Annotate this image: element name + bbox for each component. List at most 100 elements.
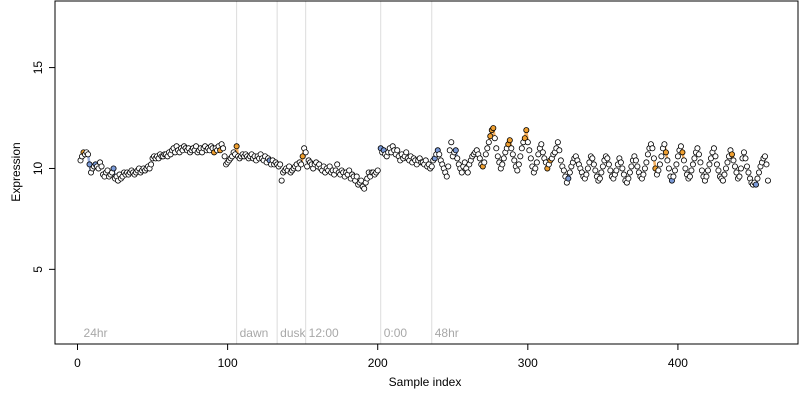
data-point	[484, 145, 491, 152]
data-point	[752, 181, 759, 188]
data-point	[722, 165, 729, 172]
y-tick-label: 5	[31, 266, 45, 273]
data-point	[703, 173, 710, 180]
data-point	[596, 175, 603, 182]
data-point	[704, 167, 711, 174]
data-point	[148, 161, 155, 168]
data-point	[361, 185, 368, 192]
x-tick-label: 200	[368, 356, 388, 370]
data-point	[518, 145, 525, 152]
data-point	[712, 153, 719, 160]
data-point	[740, 149, 747, 156]
x-tick-label: 300	[518, 356, 538, 370]
data-point	[724, 159, 731, 166]
data-point	[298, 161, 305, 168]
data-point	[334, 161, 341, 168]
y-tick-label: 15	[31, 61, 45, 75]
phase-marker-labels: dawn dusk 12:00 0:00 48hr 24hr	[84, 326, 459, 340]
data-point	[694, 145, 701, 152]
data-point	[598, 169, 605, 176]
data-point	[743, 163, 750, 170]
x-tick-label: 0	[74, 356, 81, 370]
phase-marker-label: 48hr	[435, 326, 459, 340]
data-point	[485, 139, 492, 146]
phase-marker-label: 12:00	[309, 326, 339, 340]
data-point	[640, 171, 647, 178]
data-point	[656, 161, 663, 168]
data-point	[719, 177, 726, 184]
data-point	[514, 167, 521, 174]
data-point	[346, 167, 353, 174]
data-point	[527, 155, 534, 162]
data-point	[745, 169, 752, 176]
data-point	[754, 175, 761, 182]
data-point	[710, 145, 717, 152]
data-point	[221, 153, 228, 160]
data-point	[730, 157, 737, 164]
data-point	[671, 167, 678, 174]
data-point	[737, 165, 744, 172]
data-point	[428, 163, 435, 170]
data-point	[634, 163, 641, 170]
data-point	[688, 167, 695, 174]
data-point	[554, 139, 561, 146]
data-point	[448, 139, 455, 146]
data-point	[763, 161, 770, 168]
data-point	[619, 165, 626, 172]
data-point	[755, 169, 762, 176]
data-point	[661, 141, 668, 148]
data-point	[515, 161, 522, 168]
data-point	[589, 155, 596, 162]
data-point	[662, 149, 669, 156]
data-point	[499, 161, 506, 168]
data-point	[521, 135, 528, 142]
data-point	[557, 157, 564, 164]
data-point	[650, 155, 657, 162]
data-point	[698, 167, 705, 174]
data-point	[374, 167, 381, 174]
data-point	[524, 139, 531, 146]
data-point	[508, 145, 515, 152]
data-point	[613, 167, 620, 174]
data-point	[278, 177, 285, 184]
x-tick-label: 400	[668, 356, 688, 370]
data-point	[493, 145, 500, 152]
data-point	[464, 169, 471, 176]
data-point	[277, 161, 284, 168]
data-point	[98, 163, 105, 170]
y-axis-label: Expression	[9, 142, 23, 201]
data-point	[452, 147, 459, 154]
data-point	[454, 155, 461, 162]
data-point	[500, 155, 507, 162]
data-point	[532, 165, 539, 172]
data-point	[721, 171, 728, 178]
data-point	[299, 153, 306, 160]
data-point	[643, 159, 650, 166]
y-axis: 5 10 15	[31, 61, 56, 273]
data-points	[77, 125, 771, 192]
data-point	[742, 155, 749, 162]
data-point	[560, 167, 567, 174]
data-point	[728, 151, 735, 158]
data-point	[680, 157, 687, 164]
phase-marker-label: 24hr	[84, 326, 108, 340]
data-point	[506, 137, 513, 144]
data-point	[673, 161, 680, 168]
data-point	[641, 165, 648, 172]
data-point	[625, 175, 632, 182]
data-point	[490, 125, 497, 132]
data-point	[674, 153, 681, 160]
data-point	[644, 151, 651, 158]
phase-marker-label: dusk	[280, 326, 306, 340]
data-point	[605, 161, 612, 168]
data-point	[436, 151, 443, 158]
data-point	[476, 155, 483, 162]
data-point	[706, 161, 713, 168]
data-point	[664, 157, 671, 164]
data-point	[394, 147, 401, 154]
data-point	[691, 155, 698, 162]
data-point	[523, 127, 530, 134]
data-point	[617, 159, 624, 166]
data-point	[533, 159, 540, 166]
data-point	[592, 167, 599, 174]
